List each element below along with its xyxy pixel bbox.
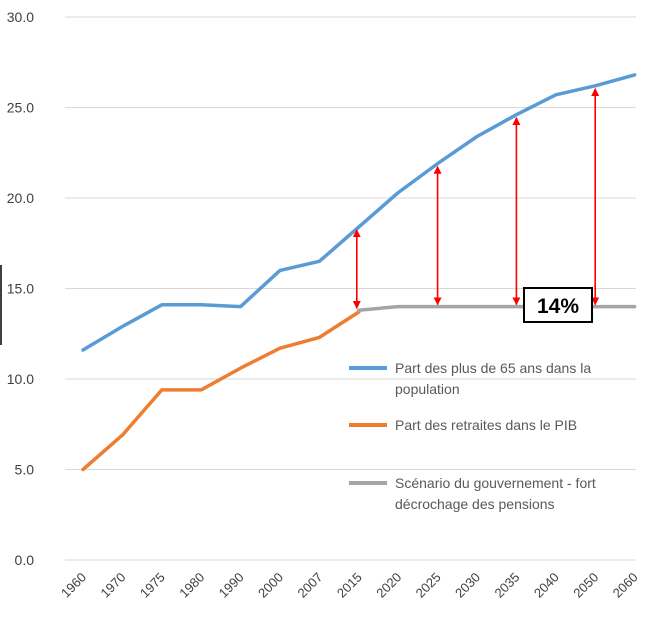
series-line-population [81,73,637,352]
x-tick-label: 2025 [413,570,444,601]
x-tick-label: 2015 [334,570,365,601]
x-tick-label: 2020 [373,570,404,601]
series-line-pib [81,310,361,472]
x-tick-label: 2040 [531,570,562,601]
legend: Part des plus de 65 ans dans la populati… [349,360,600,512]
legend-label-scenario: Scénario du gouvernement - fort décrocha… [395,475,600,512]
x-tick-label: 2007 [294,570,325,601]
y-tick-label: 30.0 [7,9,34,25]
x-tick-label: 2035 [491,570,522,601]
x-axis: 1960 1970 1975 1980 1990 2000 2007 2015 2020 2025… [58,570,641,601]
y-tick-label: 20.0 [7,190,34,206]
x-tick-label: 2050 [570,570,601,601]
legend-label-pib: Part des retraites dans le PIB [395,417,577,433]
callout-label: 14% [537,295,579,318]
gridlines [65,16,636,561]
y-tick-label: 10.0 [7,371,34,387]
x-tick-label: 1960 [58,570,89,601]
x-tick-label: 2030 [452,570,483,601]
x-tick-label: 1975 [137,570,168,601]
y-tick-label: 25.0 [7,100,34,116]
x-tick-label: 1970 [97,570,128,601]
callout-box [523,287,593,323]
gap-arrows [352,87,600,310]
series-line-scenario [357,304,637,312]
x-tick-label: 1990 [216,570,247,601]
x-tick-label: 2000 [255,570,286,601]
y-axis: 0.0 5.0 10.0 15.0 20.0 25.0 30.0 [7,9,34,568]
callout-14pct: 14% [523,287,593,323]
y-tick-label: 5.0 [15,462,35,478]
x-tick-label: 1980 [176,570,207,601]
y-tick-label: 15.0 [7,281,34,297]
x-tick-label: 2060 [610,570,641,601]
legend-label-population: Part des plus de 65 ans dans la populati… [395,360,595,397]
y-tick-label: 0.0 [15,552,35,568]
series-lines [81,73,637,472]
